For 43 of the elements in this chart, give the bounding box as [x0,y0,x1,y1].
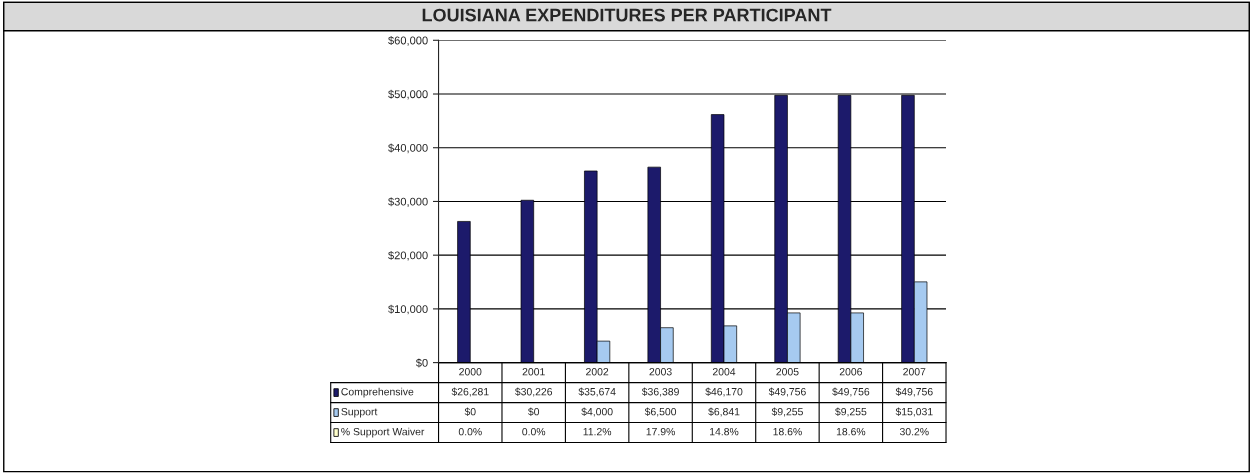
x-tick-label: 2005 [776,368,799,376]
y-tick-label: $0 [415,358,428,368]
legend-label: Comprehensive [341,387,414,398]
data-label: $26,281 [451,387,489,397]
x-tick-label: 2006 [839,368,862,376]
text: 18.6% [836,427,866,436]
y-tick-label: $40,000 [388,143,428,154]
data-label: $9,255 [835,407,867,417]
text: 18.6% [773,427,802,436]
y-tick-label: $10,000 [388,304,428,315]
y-tick-label: $60,000 [388,36,428,46]
text: 17.9% [646,427,675,436]
data-label: $35,674 [578,387,616,397]
data-label: $4,000 [581,407,613,417]
legend-label: Support [341,407,378,418]
data-label: $0 [528,407,540,416]
text: 0.0% [458,427,482,436]
y-tick-label: $20,000 [388,250,428,261]
x-tick-label: 2000 [459,368,482,376]
text: 14.8% [710,427,739,436]
data-label: $49,756 [768,387,806,397]
data-label: $0 [464,407,476,416]
data-label: $6,500 [644,407,677,417]
x-tick-label: 2001 [522,368,545,376]
data-label: $46,170 [705,387,743,397]
data-label: $49,756 [832,387,870,397]
data-label: $9,255 [771,407,803,417]
text: 0.0% [522,427,546,436]
y-tick-label: $50,000 [388,89,428,100]
text: 30.2% [899,427,929,436]
data-label: $49,756 [895,387,933,397]
data-label: $36,389 [641,387,679,397]
x-tick-label: 2004 [712,368,736,376]
y-tick-label: $30,000 [388,197,428,207]
x-tick-label: 2007 [903,368,926,376]
data-label: $30,226 [514,387,553,397]
data-label: $6,841 [708,407,740,417]
x-tick-label: 2003 [649,368,672,376]
text: 11.2% [583,427,612,436]
chart-title: LOUISIANA EXPENDITURES PER PARTICIPANT [422,8,832,22]
legend-label: % Support Waiver [341,427,425,438]
data-label: $15,031 [895,407,933,417]
x-tick-label: 2002 [586,368,609,376]
